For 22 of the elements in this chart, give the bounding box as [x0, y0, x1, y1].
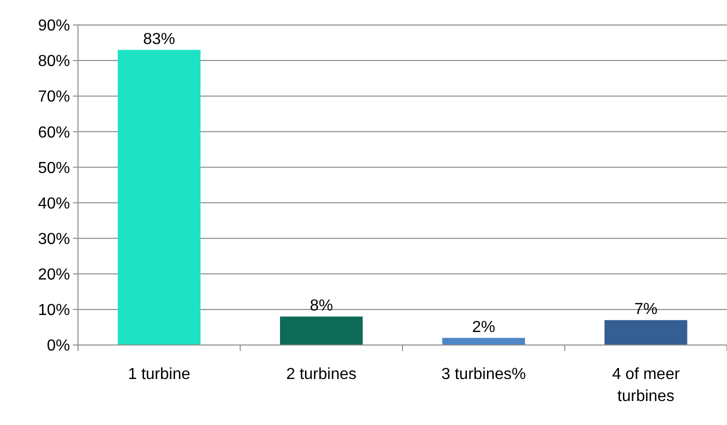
data-label: 83%: [143, 30, 176, 48]
x-tick-label: 4 of meer turbines: [612, 366, 680, 405]
y-tick-label: 0%: [46, 338, 70, 355]
y-tick-label: 80%: [38, 53, 70, 70]
data-label: 8%: [310, 298, 333, 315]
y-tick-label: 90%: [38, 18, 70, 35]
x-tick-label: 3 turbines%: [441, 366, 526, 383]
y-tick-label: 30%: [38, 230, 70, 248]
y-tick-label: 10%: [38, 302, 70, 320]
y-tick-label: 40%: [38, 195, 70, 212]
x-tick-label: 1 turbine: [128, 366, 190, 383]
bar: [118, 50, 200, 345]
bar: [604, 320, 688, 345]
bar: [442, 338, 525, 345]
bar: [280, 316, 363, 345]
y-tick-label: 70%: [38, 88, 70, 106]
data-label: 2%: [472, 318, 496, 336]
y-tick-label: 60%: [38, 124, 70, 142]
data-label: 7%: [634, 301, 658, 318]
y-tick-label: 50%: [38, 160, 70, 177]
x-tick-label: 2 turbines: [286, 366, 357, 383]
y-tick-label: 20%: [38, 266, 70, 284]
